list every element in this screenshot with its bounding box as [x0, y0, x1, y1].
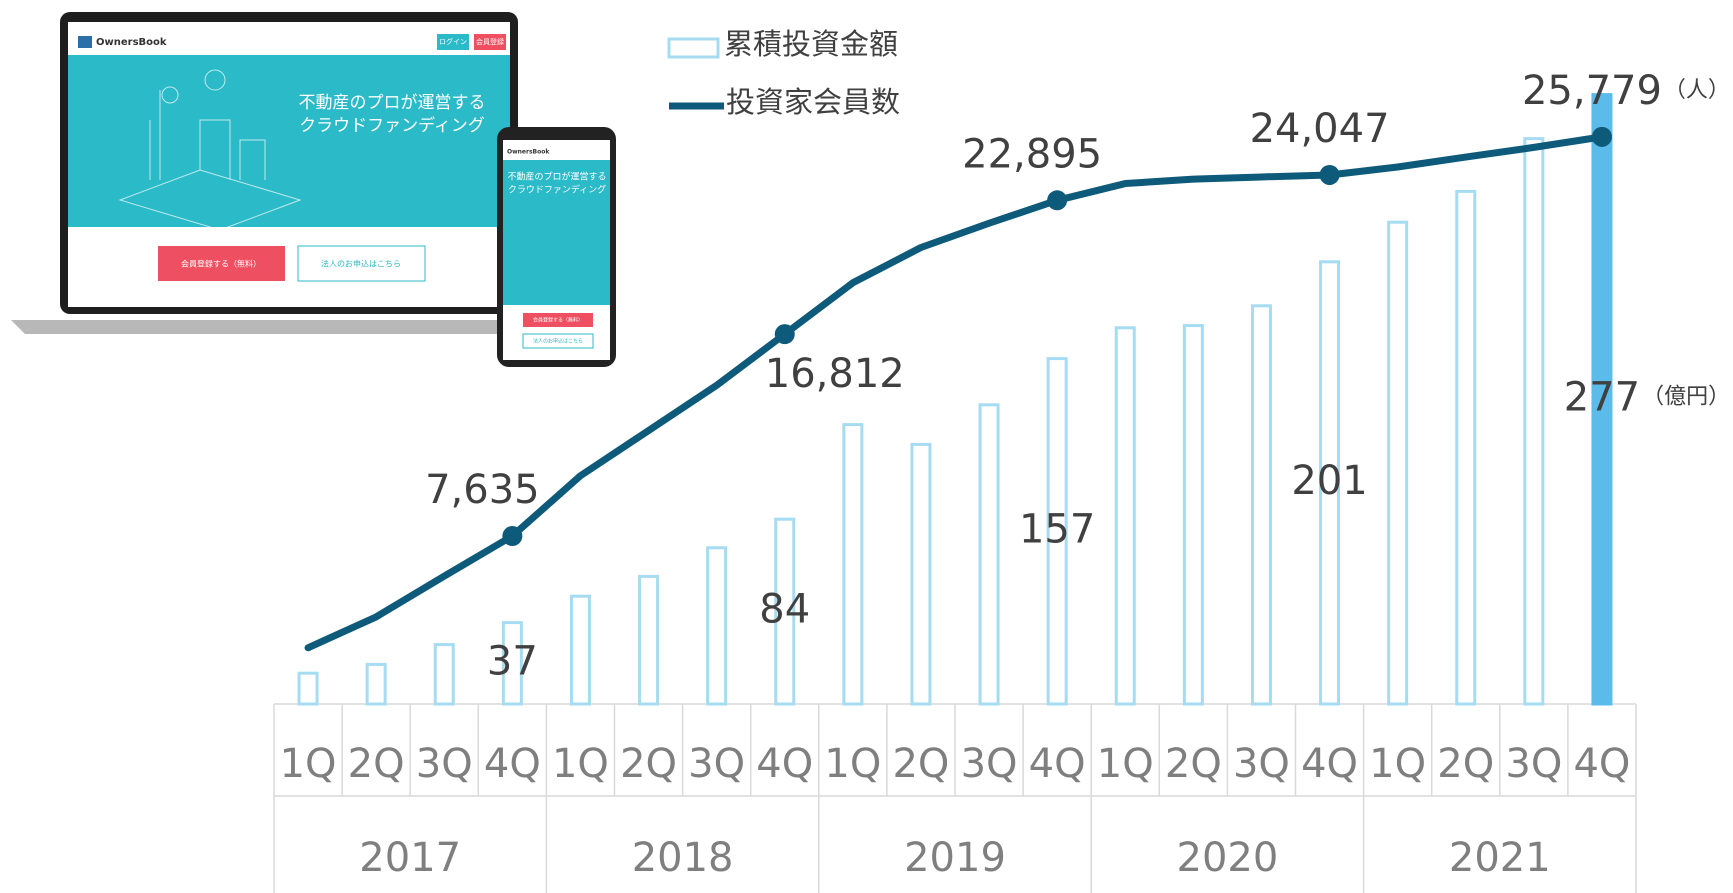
- group-label: 2018: [632, 835, 734, 881]
- chart: OwnersBook ログイン 会員登録 不動産のプロが運営する クラウドファン…: [0, 0, 1733, 893]
- hero: [68, 55, 510, 227]
- x-tick-label: 3Q: [1505, 741, 1562, 787]
- x-tick-label: 2Q: [1165, 741, 1222, 787]
- bar: [1184, 326, 1202, 704]
- bar: [912, 444, 930, 704]
- data-label: 84: [759, 587, 810, 633]
- x-tick-label: 2Q: [1437, 741, 1494, 787]
- group-label: 2021: [1449, 835, 1551, 881]
- page: OwnersBook ログイン 会員登録 不動産のプロが運営する クラウドファン…: [0, 0, 1733, 893]
- line-point: [775, 324, 795, 344]
- line-point: [1047, 190, 1067, 210]
- x-tick-label: 3Q: [688, 741, 745, 787]
- unit-label: （人）: [1664, 78, 1730, 103]
- data-label: 16,812: [765, 351, 905, 397]
- bar: [980, 405, 998, 704]
- bar: [299, 673, 317, 704]
- bar: [844, 425, 862, 704]
- bar: [435, 645, 453, 704]
- headline: クラウドファンディング: [508, 184, 606, 196]
- x-tick-label: 4Q: [1573, 741, 1630, 787]
- group-label: 2017: [359, 835, 461, 881]
- cta-label: 法人のお申込はこちら: [321, 259, 401, 269]
- x-tick-label: 2Q: [620, 741, 677, 787]
- legend-label: 累積投資金額: [724, 27, 898, 61]
- cta-label: 会員登録する（無料）: [181, 259, 261, 269]
- x-tick-label: 3Q: [1233, 741, 1290, 787]
- group-label: 2020: [1177, 835, 1279, 881]
- group-label: 2019: [904, 835, 1006, 881]
- bar: [1525, 139, 1543, 704]
- bar: [1252, 306, 1270, 704]
- data-label: 37: [487, 638, 538, 684]
- data-label: 24,047: [1250, 106, 1390, 152]
- bar: [1389, 222, 1407, 704]
- unit-label: （億円）: [1642, 384, 1730, 409]
- data-label: 157: [1019, 506, 1095, 552]
- x-tick-label: 3Q: [416, 741, 473, 787]
- x-tick-label: 1Q: [824, 741, 881, 787]
- data-label: 25,779: [1522, 68, 1662, 114]
- x-tick-label: 4Q: [484, 741, 541, 787]
- device-mockup: OwnersBook ログイン 会員登録 不動産のプロが運営する クラウドファン…: [11, 12, 616, 367]
- data-label: 7,635: [425, 467, 540, 513]
- bar: [571, 596, 589, 704]
- bar: [640, 576, 658, 704]
- laptop-base: [11, 320, 519, 334]
- bar: [367, 664, 385, 704]
- x-tick-label: 2Q: [348, 741, 405, 787]
- nav-button-label: 会員登録: [476, 37, 504, 46]
- x-tick-label: 2Q: [892, 741, 949, 787]
- headline: 不動産のプロが運営する: [299, 93, 486, 113]
- line-point: [1320, 165, 1340, 185]
- cta-label: 会員登録する（無料）: [533, 317, 583, 324]
- cta-label: 法人のお申込はこちら: [533, 338, 583, 345]
- x-tick-label: 1Q: [1097, 741, 1154, 787]
- data-label: 201: [1291, 458, 1367, 504]
- x-tick-label: 1Q: [552, 741, 609, 787]
- legend-swatch: [669, 39, 718, 57]
- data-label: 22,895: [962, 131, 1102, 177]
- logo-icon: [78, 36, 92, 48]
- bar: [1116, 328, 1134, 704]
- x-tick-label: 4Q: [1029, 741, 1086, 787]
- x-tick-label: 1Q: [1369, 741, 1426, 787]
- line-point: [1592, 127, 1612, 147]
- x-tick-label: 4Q: [756, 741, 813, 787]
- x-tick-label: 1Q: [280, 741, 337, 787]
- nav-button-label: ログイン: [439, 37, 467, 46]
- line-point: [502, 526, 522, 546]
- headline: 不動産のプロが運営する: [507, 171, 606, 183]
- x-tick-label: 3Q: [961, 741, 1018, 787]
- brand: OwnersBook: [96, 37, 167, 48]
- legend-label: 投資家会員数: [726, 85, 900, 119]
- brand: OwnersBook: [507, 149, 550, 156]
- data-label: 277: [1564, 374, 1640, 420]
- x-tick-label: 4Q: [1301, 741, 1358, 787]
- bar: [708, 548, 726, 704]
- headline: クラウドファンディング: [299, 115, 485, 136]
- bar: [1457, 191, 1475, 704]
